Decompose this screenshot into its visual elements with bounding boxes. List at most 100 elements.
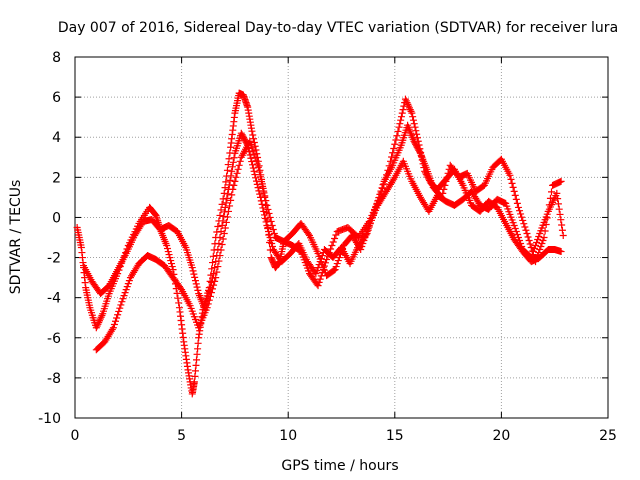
data-point [537,243,545,251]
data-point [338,248,345,256]
data-point [209,259,217,267]
data-point [163,245,171,253]
data-point [540,234,548,241]
data-point [117,301,125,309]
data-point [264,227,272,235]
x-tick-label: 20 [492,428,510,444]
data-point [223,194,231,202]
data-point [216,211,224,219]
data-point [115,307,123,315]
data-point [251,142,259,150]
data-point [534,252,542,260]
data-point [206,292,214,300]
data-point [240,134,248,142]
data-point [248,161,256,169]
data-point [313,267,321,275]
data-point [265,209,273,217]
data-point [125,277,133,285]
y-tick-label: -2 [47,251,61,267]
data-point [558,226,566,234]
data-point [263,201,271,209]
data-point [252,157,260,165]
data-point [412,140,420,148]
y-axis-label: SDTVAR / TECUs [8,180,24,295]
data-point [413,130,421,138]
data-point [253,180,261,188]
data-point [248,127,256,135]
data-point [378,184,386,192]
data-point [331,266,339,274]
data-point [118,298,126,306]
data-point [256,193,264,201]
data-point [557,248,565,256]
data-point [261,214,269,222]
x-axis-label: GPS time / hours [281,458,398,474]
data-point [521,223,529,231]
data-point [218,241,226,249]
data-point [246,151,254,159]
data-point [220,229,228,237]
data-point [113,314,121,322]
data-point [216,234,224,241]
data-point [523,229,531,237]
chart-title: Day 007 of 2016, Sidereal Day-to-day VTE… [58,20,618,36]
data-point [555,205,563,213]
data-point [247,140,255,148]
data-point [250,167,258,175]
data-point [222,199,230,207]
data-point [533,239,541,247]
data-point [335,254,343,262]
data-point [518,213,526,221]
data-point [228,191,236,199]
data-point [315,278,323,286]
data-point [218,200,226,208]
data-point [120,292,128,300]
data-point [233,169,241,177]
data-point [191,277,199,285]
data-point [514,234,522,241]
data-point [261,192,269,200]
data-point [119,295,127,303]
data-point [268,243,276,251]
data-point [168,263,176,271]
data-point [235,161,243,169]
data-point [539,237,547,245]
data-point [512,227,520,235]
data-point [388,153,396,161]
y-tick-label: -10 [38,411,61,427]
data-point [188,264,196,272]
data-point [227,172,235,180]
data-point [507,175,515,183]
y-tick-label: 4 [52,130,61,146]
y-tick-label: 8 [52,50,61,66]
data-point [516,237,524,245]
data-point [557,216,565,224]
data-point [217,246,225,254]
x-tick-label: 0 [71,428,80,444]
data-point [512,195,520,203]
data-point [393,132,401,140]
data-point [526,240,534,248]
data-point [266,213,274,221]
data-point [229,158,237,166]
data-point [323,256,331,264]
x-tick-label: 15 [386,428,404,444]
data-point [249,147,257,155]
data-point [177,284,185,292]
data-point [513,230,521,238]
data-point [332,263,340,271]
data-point [215,240,223,248]
data-point [443,173,451,181]
y-tick-label: -6 [47,331,61,347]
data-point [518,243,526,251]
data-point [226,202,234,210]
data-point [359,240,367,248]
data-point [249,164,257,172]
data-point [318,252,326,260]
data-point [332,231,340,239]
y-tick-label: 2 [52,170,61,186]
data-point [251,171,259,179]
data-point [527,254,535,262]
data-point [210,270,218,278]
data-point [256,173,264,181]
